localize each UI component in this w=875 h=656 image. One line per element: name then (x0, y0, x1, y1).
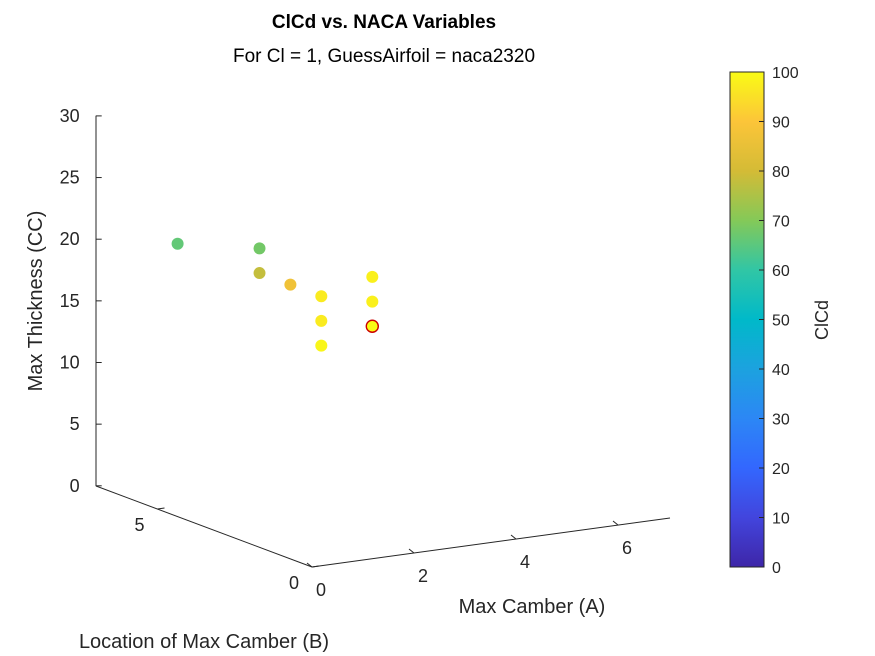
colorbar (729, 71, 765, 568)
z-tick-label: 30 (60, 106, 80, 126)
colorbar-ticks: 0 10 20 30 40 50 60 70 80 90 100 (759, 65, 799, 577)
data-point (315, 339, 328, 352)
x-axis-line (311, 517, 671, 568)
colorbar-label: ClCd (812, 300, 832, 340)
x-tick-mark (306, 562, 313, 568)
y-tick-mark (157, 507, 165, 510)
z-tick-label: 0 (70, 476, 80, 496)
chart-title: ClCd vs. NACA Variables (272, 12, 496, 33)
colorbar-tick-label: 90 (772, 115, 790, 132)
x-tick-label: 2 (418, 566, 428, 586)
x-tick-label: 0 (316, 580, 326, 600)
y-tick-label: 5 (134, 515, 144, 535)
scatter-points (171, 237, 379, 352)
z-tick-label: 20 (60, 229, 80, 249)
data-point (315, 290, 328, 303)
colorbar-tick-label: 50 (772, 313, 790, 330)
data-point (253, 242, 266, 255)
z-axis-label: Max Thickness (CC) (25, 211, 47, 392)
data-point (253, 267, 266, 280)
x-tick-mark (408, 548, 415, 554)
z-tick-label: 5 (70, 414, 80, 434)
data-point (171, 237, 184, 250)
colorbar-tick-label: 30 (772, 412, 790, 429)
z-ticks: 0 5 10 15 20 25 30 (60, 106, 102, 496)
colorbar-tick-label: 0 (772, 560, 781, 577)
x-ticks: 0 2 4 6 (306, 520, 632, 600)
z-tick-label: 10 (60, 353, 80, 373)
colorbar-tick-label: 10 (772, 511, 790, 528)
colorbar-tick-label: 80 (772, 164, 790, 181)
x-tick-label: 6 (622, 538, 632, 558)
data-point (366, 295, 379, 308)
y-ticks: 05 (134, 507, 320, 593)
colorbar-tick-label: 70 (772, 214, 790, 231)
data-point (366, 270, 379, 283)
data-point (365, 319, 379, 333)
colorbar-tick-label: 100 (772, 65, 799, 82)
y-tick-label: 0 (289, 573, 299, 593)
x-tick-mark (510, 534, 517, 540)
x-tick-mark (612, 520, 619, 526)
z-tick-label: 15 (60, 291, 80, 311)
colorbar-tick-label: 60 (772, 263, 790, 280)
data-point (315, 314, 328, 327)
chart-subtitle: For Cl = 1, GuessAirfoil = naca2320 (233, 46, 535, 67)
colorbar-tick-label: 40 (772, 362, 790, 379)
x-axis-label: Max Camber (A) (459, 596, 606, 618)
colorbar-tick-label: 20 (772, 461, 790, 478)
z-tick-label: 25 (60, 168, 80, 188)
data-point (284, 278, 297, 291)
y-axis-label: Location of Max Camber (B) (79, 631, 329, 653)
plot-axes (95, 116, 671, 568)
x-tick-label: 4 (520, 552, 530, 572)
y-tick-mark (311, 565, 320, 568)
y-axis-line (95, 485, 313, 568)
